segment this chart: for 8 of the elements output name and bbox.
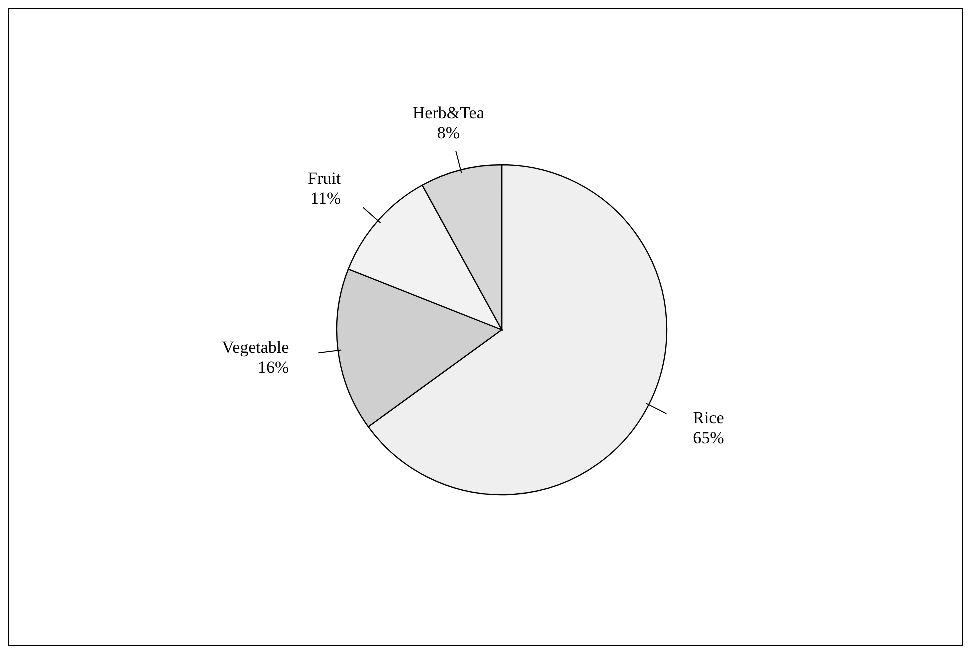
legend-label: Rice: [693, 408, 724, 428]
data-label: 8%: [437, 123, 460, 142]
data-label: 65%: [693, 428, 724, 448]
data-label: 16%: [258, 358, 290, 377]
slice-label: Vegetable: [222, 338, 290, 357]
slice-label: Herb&Tea: [412, 103, 485, 122]
data-label: 11%: [310, 189, 342, 208]
slice-label: Fruit: [308, 169, 342, 188]
